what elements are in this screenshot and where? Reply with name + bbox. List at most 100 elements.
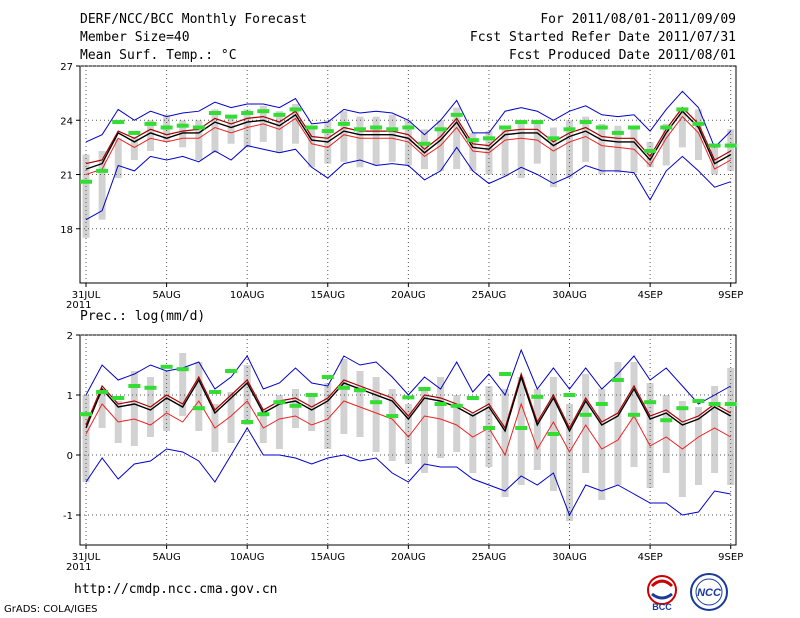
temp-observed-marker: [482, 136, 495, 141]
prec-observed-marker: [579, 412, 592, 417]
prec-observed-marker: [241, 420, 254, 424]
temp-observed-marker: [644, 148, 657, 153]
prec-spread-box: [533, 389, 541, 470]
temp-observed-marker: [305, 125, 318, 130]
temp-xtick-label: 5AUG: [152, 290, 180, 301]
prec-observed-marker: [531, 394, 544, 399]
prec-observed-marker: [337, 385, 350, 390]
temp-observed-marker: [241, 111, 254, 116]
temp-observed-marker: [257, 109, 270, 114]
prec-spread-box: [437, 377, 445, 458]
temp-spread-box: [501, 129, 509, 177]
prec-observed-marker: [595, 402, 608, 406]
temp-mean-line: [85, 110, 732, 170]
temp-spread-box: [533, 122, 541, 164]
prec-observed-marker: [321, 375, 334, 379]
prec-observed-marker: [144, 385, 157, 390]
bcc-logo-text: BCC: [652, 602, 672, 612]
temp-xtick-label: 30AUG: [552, 290, 587, 301]
prec-observed-marker: [208, 390, 221, 394]
temp-spread-box: [114, 138, 122, 179]
prec-xtick-label: 9SEP: [718, 552, 743, 563]
prec-xtick-label: 5AUG: [152, 552, 180, 563]
prec-observed-marker: [80, 412, 92, 417]
temp-observed-marker: [321, 129, 334, 134]
temp-spread-box: [469, 132, 477, 171]
temp-observed-marker: [128, 130, 141, 135]
prec-observed-marker: [225, 369, 238, 373]
precip-panel-title: Prec.: log(mm/d): [80, 309, 206, 324]
refer-date: Fcst Started Refer Date 2011/07/31: [469, 30, 736, 45]
prec-spread-box: [501, 389, 509, 497]
prec-observed-marker: [563, 393, 576, 397]
temp-spread-box: [694, 109, 702, 161]
temp-spread-box: [340, 111, 348, 162]
temp-spread-box: [82, 154, 90, 238]
temp-spread-box: [308, 127, 316, 168]
prec-ytick-label: 2: [67, 331, 73, 342]
temp-observed-marker: [96, 168, 109, 173]
temp-ytick-label: 18: [60, 225, 73, 236]
prec-spread-box: [356, 371, 364, 437]
temp-ytick-label: 27: [60, 62, 73, 73]
temp-spread-box: [582, 116, 590, 162]
prec-observed-marker: [724, 402, 737, 406]
temp-xtick-label: 9SEP: [718, 290, 743, 301]
temp-observed-marker: [499, 125, 512, 130]
prec-spread-box: [372, 377, 380, 452]
prec-observed-marker: [257, 412, 270, 417]
prec-xtick-label: 4SEP: [638, 552, 663, 563]
prec-spread-box: [727, 368, 735, 485]
temp-spread-box: [98, 150, 106, 220]
prec-spread-box: [227, 392, 235, 443]
prec-spread-box: [98, 389, 106, 428]
ncc-logo-text: NCC: [697, 587, 722, 599]
prec-spread-box: [130, 371, 138, 446]
prec-observed-marker: [660, 418, 673, 423]
prec-observed-marker: [96, 390, 109, 394]
prec-observed-marker: [402, 395, 415, 400]
temp-spread-box: [275, 111, 283, 153]
prec-spread-box: [179, 353, 187, 416]
prec-spread-box: [388, 389, 396, 461]
prec-observed-marker: [515, 426, 528, 430]
temp-spread-box: [146, 120, 154, 151]
prec-observed-marker: [628, 412, 641, 417]
temp-spread-box: [566, 120, 574, 179]
temp-observed-marker: [386, 127, 399, 132]
source-url[interactable]: http://cmdp.ncc.cma.gov.cn: [74, 582, 278, 597]
prec-spread-box: [614, 362, 622, 485]
prec-observed-marker: [289, 403, 302, 408]
temp-observed-marker: [434, 127, 447, 132]
prec-observed-marker: [708, 402, 721, 406]
temp-xtick-label: 20AUG: [391, 290, 426, 301]
temp-observed-marker: [225, 114, 238, 119]
temp-observed-marker: [660, 125, 673, 130]
prec-spread-box: [711, 386, 719, 473]
prec-spread-box: [308, 395, 316, 431]
temp-observed-marker: [595, 125, 608, 130]
temp-spread-box: [614, 125, 622, 173]
temp-observed-marker: [289, 107, 302, 112]
temp-observed-marker: [628, 125, 641, 130]
temp-xtick-label: 15AUG: [310, 290, 345, 301]
prec-observed-marker: [466, 396, 479, 400]
temp-observed-marker: [676, 107, 689, 112]
prec-observed-marker: [305, 393, 318, 397]
temp-observed-marker: [724, 143, 737, 148]
prec-observed-marker: [450, 403, 463, 408]
prec-spread-box: [566, 404, 574, 521]
prec-observed-marker: [482, 426, 495, 430]
temp-spread-box: [243, 109, 251, 148]
temp-spread-box: [598, 123, 606, 175]
bcc-logo-icon: BCC: [647, 575, 677, 612]
temp-xtick-label: 25AUG: [472, 290, 507, 301]
prec-spread-box: [420, 389, 428, 473]
prec-median-line: [85, 372, 731, 430]
temp-spread-box: [195, 120, 203, 161]
temp-spread-box: [517, 120, 525, 179]
temp-spread-box: [211, 109, 219, 153]
temp-xtick-label: 10AUG: [230, 290, 265, 301]
prec-xtick-label: 25AUG: [472, 552, 507, 563]
